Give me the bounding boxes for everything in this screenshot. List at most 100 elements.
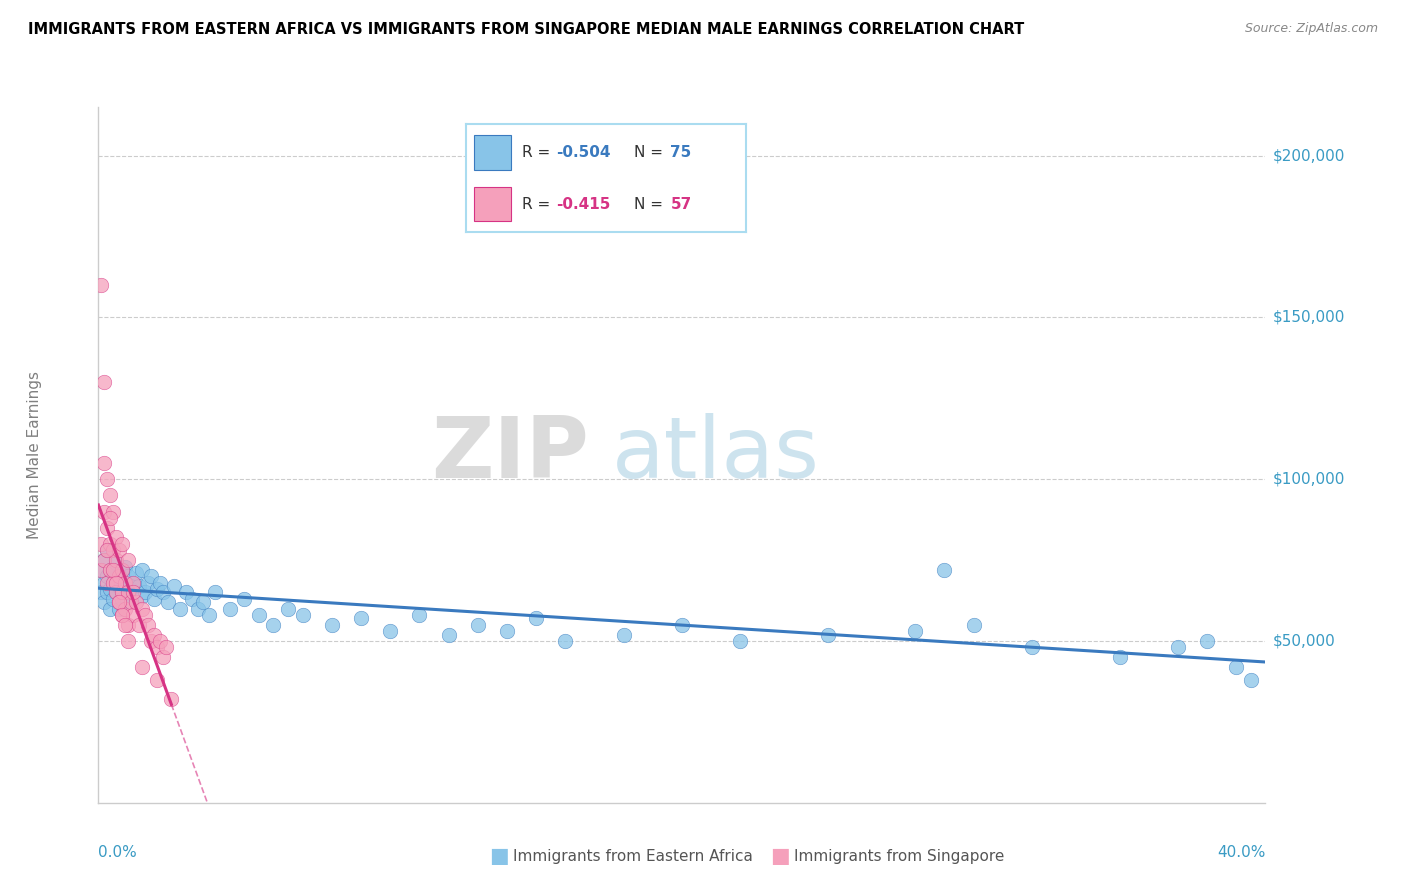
Point bbox=[90, 278, 112, 293]
Point bbox=[142, 591, 165, 606]
Point bbox=[149, 634, 172, 648]
Point bbox=[437, 627, 460, 641]
Point bbox=[1108, 650, 1130, 665]
Point bbox=[128, 617, 150, 632]
Point bbox=[817, 627, 839, 641]
Point bbox=[96, 569, 118, 583]
Point bbox=[174, 585, 197, 599]
Point bbox=[101, 575, 124, 590]
Point bbox=[111, 591, 134, 606]
Point bbox=[262, 617, 284, 632]
Point bbox=[180, 591, 202, 606]
Point bbox=[93, 575, 115, 590]
Point bbox=[524, 611, 547, 625]
Point bbox=[934, 563, 956, 577]
Point bbox=[101, 591, 124, 606]
Point bbox=[114, 559, 136, 574]
Point bbox=[93, 595, 115, 609]
Point bbox=[122, 585, 145, 599]
Text: IMMIGRANTS FROM EASTERN AFRICA VS IMMIGRANTS FROM SINGAPORE MEDIAN MALE EARNINGS: IMMIGRANTS FROM EASTERN AFRICA VS IMMIGR… bbox=[28, 22, 1025, 37]
Point bbox=[117, 617, 139, 632]
Point bbox=[111, 608, 134, 623]
Point bbox=[122, 575, 145, 590]
Point bbox=[134, 608, 156, 623]
Point bbox=[111, 585, 134, 599]
Point bbox=[98, 511, 121, 525]
Point bbox=[108, 595, 131, 609]
Text: ZIP: ZIP bbox=[430, 413, 589, 497]
Point bbox=[1225, 660, 1247, 674]
Point bbox=[117, 569, 139, 583]
Point bbox=[90, 563, 112, 577]
Point bbox=[134, 585, 156, 599]
Point bbox=[554, 634, 576, 648]
Text: ■: ■ bbox=[770, 847, 790, 866]
Point bbox=[117, 634, 139, 648]
Point bbox=[101, 575, 124, 590]
Point bbox=[101, 543, 124, 558]
Point bbox=[120, 595, 142, 609]
Point bbox=[120, 582, 142, 597]
Point bbox=[157, 595, 180, 609]
Text: atlas: atlas bbox=[612, 413, 820, 497]
Point bbox=[98, 563, 121, 577]
Text: Immigrants from Eastern Africa: Immigrants from Eastern Africa bbox=[513, 849, 754, 863]
Point bbox=[96, 543, 118, 558]
Point bbox=[122, 575, 145, 590]
Point bbox=[1021, 640, 1043, 655]
Point bbox=[104, 557, 127, 571]
Point bbox=[136, 575, 159, 590]
Point bbox=[1240, 673, 1263, 687]
Point bbox=[90, 585, 112, 599]
Point bbox=[93, 375, 115, 389]
Point bbox=[131, 563, 153, 577]
Point bbox=[108, 569, 131, 583]
Point bbox=[160, 692, 183, 706]
Point bbox=[136, 617, 159, 632]
Point bbox=[117, 585, 139, 599]
Point bbox=[98, 601, 121, 615]
Point bbox=[378, 624, 402, 639]
Point bbox=[350, 611, 373, 625]
Point bbox=[125, 566, 148, 580]
Point bbox=[155, 640, 177, 655]
Text: $100,000: $100,000 bbox=[1272, 472, 1344, 487]
Point bbox=[139, 634, 162, 648]
Point bbox=[125, 595, 148, 609]
Point bbox=[101, 566, 124, 580]
Point bbox=[728, 634, 751, 648]
Point bbox=[122, 608, 145, 623]
Point bbox=[233, 591, 256, 606]
Point bbox=[108, 579, 131, 593]
Point bbox=[321, 617, 343, 632]
Point bbox=[198, 608, 221, 623]
Point bbox=[104, 585, 127, 599]
Point bbox=[152, 650, 174, 665]
Point bbox=[98, 563, 121, 577]
Point bbox=[146, 640, 169, 655]
Point bbox=[96, 472, 118, 486]
Point bbox=[163, 579, 186, 593]
Point bbox=[98, 488, 121, 502]
Point bbox=[114, 575, 136, 590]
Point bbox=[96, 521, 118, 535]
Point bbox=[142, 627, 165, 641]
Point bbox=[114, 601, 136, 615]
Point bbox=[114, 617, 136, 632]
Point bbox=[193, 595, 215, 609]
Point bbox=[90, 537, 112, 551]
Point bbox=[1167, 640, 1189, 655]
Point bbox=[131, 660, 153, 674]
Point bbox=[111, 563, 134, 577]
Point bbox=[104, 575, 127, 590]
Point bbox=[612, 627, 634, 641]
Text: Median Male Earnings: Median Male Earnings bbox=[27, 371, 42, 539]
Point bbox=[93, 456, 115, 470]
Point bbox=[146, 582, 169, 597]
Point bbox=[139, 569, 162, 583]
Point bbox=[117, 553, 139, 567]
Point bbox=[495, 624, 517, 639]
Point bbox=[218, 601, 240, 615]
Point bbox=[93, 504, 115, 518]
Point bbox=[904, 624, 927, 639]
